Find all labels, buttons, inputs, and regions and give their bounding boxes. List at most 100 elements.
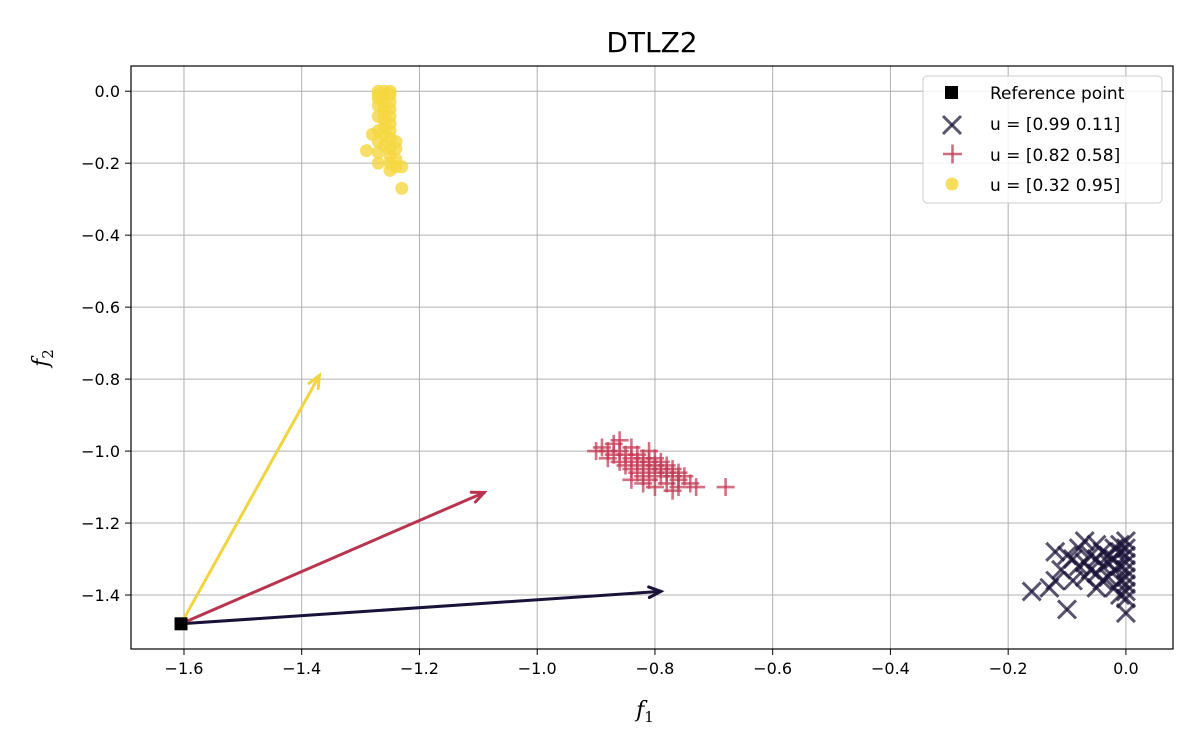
circle-marker-point xyxy=(395,160,409,174)
legend-series-1-label: u = [0.99 0.11] xyxy=(990,115,1120,135)
x-tick-label: −1.4 xyxy=(282,659,321,678)
y-tick-label: −1.4 xyxy=(81,586,120,605)
arrow-head xyxy=(647,585,665,600)
x-marker-stroke xyxy=(1115,530,1136,552)
legend-reference-marker xyxy=(945,86,958,99)
plus-marker-point xyxy=(622,470,641,489)
x-marker-point xyxy=(1115,574,1136,595)
x-tick-label: −0.8 xyxy=(636,659,675,678)
x-marker-point xyxy=(1039,577,1060,598)
x-marker-point xyxy=(1115,581,1136,602)
y-tick-label: −1.2 xyxy=(81,514,120,533)
data-points xyxy=(174,84,1136,631)
x-tick-label: −1.2 xyxy=(400,659,439,678)
x-marker-stroke xyxy=(1086,548,1107,570)
x-marker-stroke xyxy=(1062,570,1083,591)
arrow-shaft xyxy=(179,373,321,626)
circle-marker-point xyxy=(359,144,373,158)
x-marker-stroke xyxy=(1115,588,1136,609)
x-marker-stroke xyxy=(1086,577,1107,598)
x-marker-point xyxy=(1021,581,1042,602)
axis-ticks: −1.6 −1.4 −1.2 −1.0 −0.8 −0.6 −0.4 −0.2 0.0 0.0 −0… xyxy=(81,82,1138,678)
plus-marker-point xyxy=(640,442,659,461)
reference-point-marker xyxy=(174,617,188,631)
circle-marker-point xyxy=(371,145,385,159)
x-marker-point xyxy=(1115,530,1136,552)
x-marker-stroke xyxy=(1056,599,1078,620)
direction-arrow xyxy=(179,372,322,626)
x-tick-label: 0.0 xyxy=(1113,659,1138,678)
plus-marker-point xyxy=(716,478,735,497)
plus-marker-point xyxy=(634,474,653,493)
x-marker-stroke xyxy=(1021,581,1042,602)
plus-marker-point xyxy=(645,478,664,497)
arrow-shaft xyxy=(179,490,486,626)
y-axis-label-subscript: 2 xyxy=(39,349,57,359)
direction-arrow xyxy=(179,585,665,626)
plus-marker-point xyxy=(687,478,706,497)
x-marker-stroke xyxy=(1074,566,1095,588)
arrow-shaft xyxy=(179,589,663,626)
x-marker-stroke xyxy=(1068,538,1089,559)
x-marker-stroke xyxy=(1104,577,1125,598)
x-marker-stroke xyxy=(1115,574,1136,595)
plus-marker-point xyxy=(598,442,617,461)
x-marker-point xyxy=(1115,602,1136,624)
x-marker-point xyxy=(1051,559,1072,580)
x-marker-point xyxy=(1074,566,1095,588)
circle-marker-point xyxy=(395,181,409,195)
y-tick-label: 0.0 xyxy=(95,82,120,101)
legend-reference-label: Reference point xyxy=(990,84,1125,104)
x-marker-stroke xyxy=(1074,552,1095,573)
legend: Reference point u = [0.99 0.11] u = [0.8… xyxy=(922,75,1163,204)
y-tick-label: −0.8 xyxy=(81,370,120,389)
chart-title: DTLZ2 xyxy=(606,26,697,59)
x-marker-stroke xyxy=(1039,577,1060,598)
y-tick-label: −0.4 xyxy=(81,226,120,245)
x-tick-label: −0.4 xyxy=(871,659,910,678)
x-marker-stroke xyxy=(1056,545,1078,566)
x-marker-point xyxy=(1056,545,1078,566)
x-axis-label-subscript: 1 xyxy=(644,708,654,726)
x-marker-point xyxy=(1045,541,1066,562)
x-marker-stroke xyxy=(1098,545,1119,566)
series-x xyxy=(1021,530,1136,624)
x-marker-point xyxy=(1104,577,1125,598)
circle-marker-point xyxy=(371,156,385,170)
legend-x-marker xyxy=(941,114,963,136)
x-marker-stroke xyxy=(1115,602,1136,624)
circle-marker-point xyxy=(383,163,397,177)
legend-plus-marker xyxy=(943,144,962,164)
direction-arrow xyxy=(179,490,488,626)
y-tick-label: −1.0 xyxy=(81,442,120,461)
series-+ xyxy=(587,431,735,500)
x-marker-stroke xyxy=(1115,545,1136,566)
series-o xyxy=(359,84,409,195)
legend-series-3-label: u = [0.32 0.95] xyxy=(990,176,1120,196)
x-tick-label: −1.0 xyxy=(518,659,557,678)
legend-series-2-label: u = [0.82 0.58] xyxy=(990,146,1120,166)
x-marker-stroke xyxy=(1115,552,1136,573)
x-tick-label: −0.2 xyxy=(989,659,1028,678)
x-marker-point xyxy=(1056,599,1078,620)
x-marker-point xyxy=(1115,545,1136,566)
legend-box xyxy=(922,75,1163,204)
x-marker-point xyxy=(1086,534,1107,555)
legend-circle-marker xyxy=(945,177,959,191)
x-marker-stroke xyxy=(1086,563,1107,584)
plot-frame xyxy=(130,65,1174,650)
direction-arrows xyxy=(179,372,665,626)
x-marker-point xyxy=(1115,552,1136,573)
y-tick-label: −0.2 xyxy=(81,154,120,173)
x-tick-label: −0.6 xyxy=(753,659,792,678)
x-marker-point xyxy=(1074,552,1095,573)
x-tick-label: −1.6 xyxy=(165,659,204,678)
x-marker-stroke xyxy=(1115,581,1136,602)
arrow-head xyxy=(469,490,488,504)
x-marker-stroke xyxy=(1086,534,1107,555)
x-marker-point xyxy=(1068,538,1089,559)
arrow-head xyxy=(307,372,322,390)
plus-marker-point xyxy=(669,478,688,497)
